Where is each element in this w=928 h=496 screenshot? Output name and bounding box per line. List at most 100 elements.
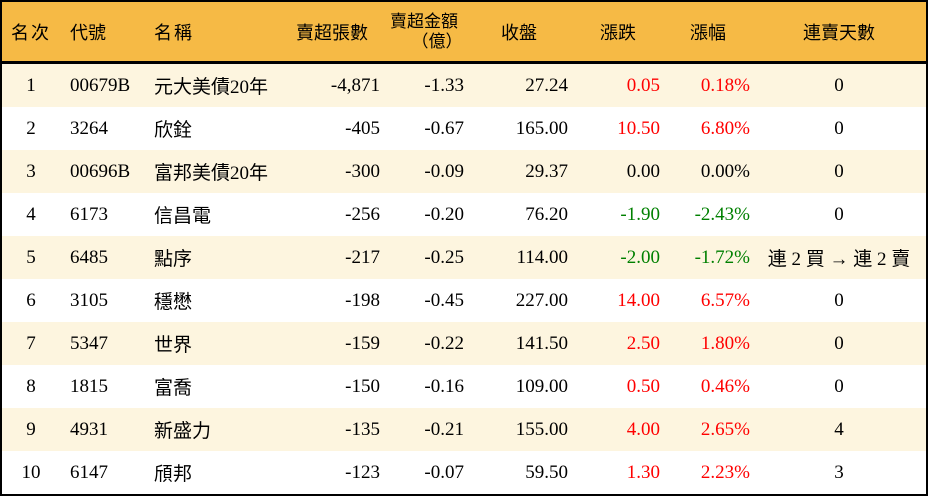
rank-cell: 7: [26, 332, 36, 354]
streak-cell: 0: [834, 160, 844, 182]
change-pct-cell: 1.80%: [700, 332, 750, 354]
table-row: 4 6173 信昌電 -256 -0.20 76.20 -1.90 -2.43%…: [2, 193, 926, 236]
name-cell: 元大美債20年: [154, 77, 269, 98]
close-cell: 29.37: [525, 160, 568, 182]
table-row: 1 00679B 元大美債20年 -4,871 -1.33 27.24 0.05…: [2, 64, 926, 107]
change-cell: 10.50: [617, 117, 660, 139]
streak-cell: 連 2 買 → 連 2 賣: [767, 249, 911, 270]
change-pct-cell: 6.80%: [700, 117, 750, 139]
change-cell: 0.00: [626, 160, 660, 182]
streak-cell: 0: [834, 375, 844, 397]
table-row: 3 00696B 富邦美債20年 -300 -0.09 29.37 0.00 0…: [2, 150, 926, 193]
name-cell: 穩懋: [154, 292, 193, 313]
code-cell: 3264: [70, 117, 108, 139]
sell-amount-cell: -0.09: [424, 160, 464, 182]
column-header-sell-volume: 賣超張數: [296, 22, 368, 43]
rank-cell: 4: [26, 203, 36, 225]
rank-cell: 9: [26, 418, 36, 440]
column-header-sell-amount-line2: （億）: [411, 31, 463, 51]
code-cell: 00679B: [70, 74, 131, 96]
rank-cell: 3: [26, 160, 36, 182]
change-pct-cell: 0.46%: [700, 375, 750, 397]
close-cell: 76.20: [525, 203, 568, 225]
rank-cell: 6: [26, 289, 36, 311]
table-row: 2 3264 欣銓 -405 -0.67 165.00 10.50 6.80% …: [2, 107, 926, 150]
code-cell: 6147: [70, 461, 108, 483]
name-cell: 世界: [154, 335, 193, 356]
name-cell: 點序: [154, 249, 193, 270]
sell-amount-cell: -0.45: [424, 289, 464, 311]
sell-volume-cell: -4,871: [330, 74, 380, 96]
table-body: 1 00679B 元大美債20年 -4,871 -1.33 27.24 0.05…: [2, 64, 926, 494]
column-header-sell-amount: 賣超金額 （億）: [382, 12, 466, 51]
change-pct-cell: 0.18%: [700, 74, 750, 96]
close-cell: 155.00: [515, 418, 568, 440]
close-cell: 227.00: [515, 289, 568, 311]
change-pct-cell: 2.23%: [700, 461, 750, 483]
close-cell: 59.50: [525, 461, 568, 483]
sell-volume-cell: -300: [345, 160, 380, 182]
change-cell: 0.50: [626, 375, 660, 397]
sell-amount-cell: -1.33: [424, 74, 464, 96]
streak-cell: 0: [834, 203, 844, 225]
rank-cell: 8: [26, 375, 36, 397]
sell-volume-cell: -159: [345, 332, 380, 354]
column-header-name: 名稱: [154, 22, 194, 43]
streak-cell: 0: [834, 117, 844, 139]
column-header-rank: 名次: [11, 22, 51, 43]
sell-volume-cell: -135: [345, 418, 380, 440]
close-cell: 165.00: [515, 117, 568, 139]
table-row: 9 4931 新盛力 -135 -0.21 155.00 4.00 2.65% …: [2, 408, 926, 451]
change-pct-cell: 2.65%: [700, 418, 750, 440]
rank-cell: 5: [26, 246, 36, 268]
sell-volume-cell: -198: [345, 289, 380, 311]
streak-cell: 0: [834, 289, 844, 311]
sell-amount-cell: -0.67: [424, 117, 464, 139]
change-cell: 1.30: [626, 461, 660, 483]
sell-volume-cell: -405: [345, 117, 380, 139]
change-cell: -2.00: [620, 246, 660, 268]
change-pct-cell: 6.57%: [700, 289, 750, 311]
sell-volume-cell: -123: [345, 461, 380, 483]
close-cell: 27.24: [525, 74, 568, 96]
streak-cell: 4: [834, 418, 844, 440]
table-header-row: 名次 代號 名稱 賣超張數 賣超金額 （億） 收盤 漲跌 漲幅 連賣天數: [2, 2, 926, 64]
name-cell: 信昌電: [154, 206, 212, 227]
code-cell: 6173: [70, 203, 108, 225]
change-cell: 4.00: [626, 418, 660, 440]
rank-cell: 1: [26, 74, 36, 96]
sell-amount-cell: -0.25: [424, 246, 464, 268]
name-cell: 富喬: [154, 378, 193, 399]
column-header-streak: 連賣天數: [803, 22, 875, 43]
column-header-change: 漲跌: [600, 22, 636, 43]
code-cell: 00696B: [70, 160, 131, 182]
change-pct-cell: 0.00%: [700, 160, 750, 182]
streak-cell: 3: [834, 461, 844, 483]
rank-cell: 2: [26, 117, 36, 139]
name-cell: 富邦美債20年: [154, 163, 269, 184]
change-pct-cell: -1.72%: [694, 246, 750, 268]
code-cell: 6485: [70, 246, 108, 268]
table-row: 8 1815 富喬 -150 -0.16 109.00 0.50 0.46% 0: [2, 365, 926, 408]
code-cell: 1815: [70, 375, 108, 397]
change-cell: 2.50: [626, 332, 660, 354]
column-header-sell-amount-line1: 賣超金額: [390, 11, 458, 31]
rank-cell: 10: [21, 461, 41, 483]
column-header-change-pct: 漲幅: [690, 22, 726, 43]
sell-amount-cell: -0.22: [424, 332, 464, 354]
change-cell: 14.00: [617, 289, 660, 311]
change-cell: 0.05: [626, 74, 660, 96]
sell-volume-cell: -256: [345, 203, 380, 225]
change-pct-cell: -2.43%: [694, 203, 750, 225]
change-cell: -1.90: [620, 203, 660, 225]
sell-amount-cell: -0.21: [424, 418, 464, 440]
streak-cell: 0: [834, 74, 844, 96]
close-cell: 114.00: [516, 246, 568, 268]
code-cell: 4931: [70, 418, 108, 440]
sell-volume-cell: -150: [345, 375, 380, 397]
table-row: 10 6147 頎邦 -123 -0.07 59.50 1.30 2.23% 3: [2, 451, 926, 494]
close-cell: 141.50: [515, 332, 568, 354]
sell-amount-cell: -0.07: [424, 461, 464, 483]
code-cell: 5347: [70, 332, 108, 354]
sell-amount-cell: -0.20: [424, 203, 464, 225]
